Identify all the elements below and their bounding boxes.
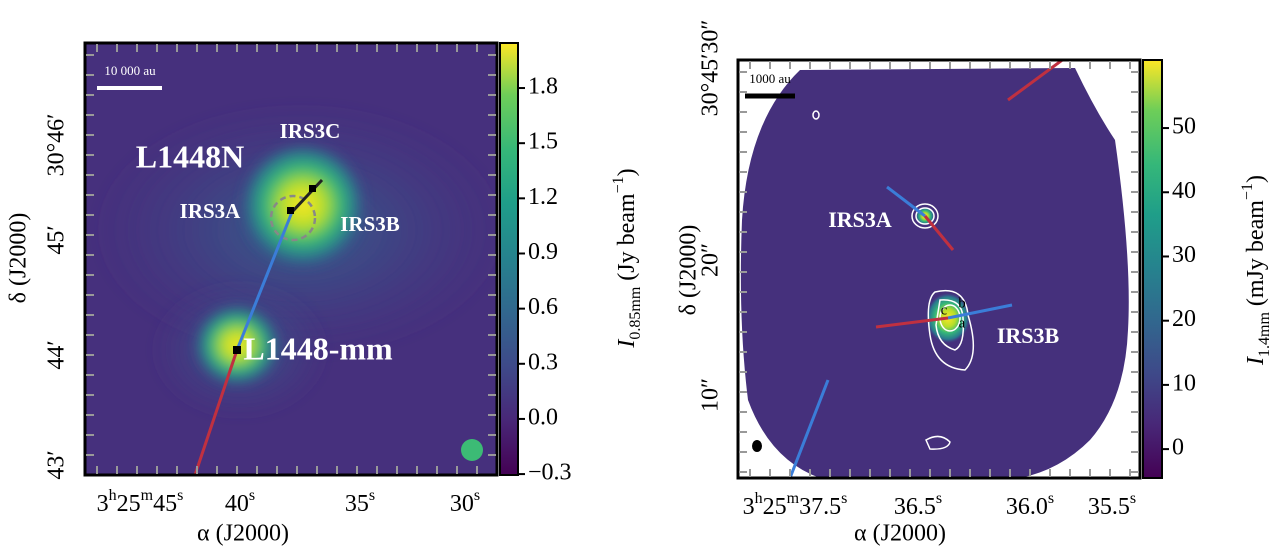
- annotation: IRS3A: [828, 207, 892, 232]
- colorbar-tick-label: 1.8: [528, 74, 558, 100]
- text-part: s: [474, 487, 480, 504]
- colorbar-tick-label: 40: [1172, 178, 1196, 204]
- scale-bar-label: 1000 au: [749, 71, 791, 86]
- text-part: 35.5: [1088, 494, 1130, 520]
- text-part: s: [936, 490, 942, 507]
- left-image: [85, 43, 497, 475]
- x-tick-label: 36.5s: [894, 490, 942, 519]
- annotation: b: [958, 295, 966, 311]
- text-part: 1.4mm: [1256, 312, 1273, 357]
- colorbar-tick-label: 0: [1172, 435, 1184, 461]
- colorbar-label: I0.85mm (Jy beam−1): [610, 168, 644, 348]
- text-part: 35: [345, 491, 369, 517]
- text-part: m: [787, 490, 800, 507]
- text-part: ): [614, 168, 640, 176]
- annotation: L1448-mm: [243, 330, 393, 366]
- y-tick-label: 44′: [44, 340, 70, 369]
- x-tick-label: 36.0s: [1006, 490, 1054, 519]
- y-tick-label: 20″: [698, 243, 724, 277]
- text-part: I: [1243, 356, 1269, 366]
- text-part: I: [614, 339, 640, 349]
- x-tick-label: 30s: [450, 487, 480, 516]
- x-tick-label: 3h25m37.5s: [743, 490, 848, 519]
- text-part: 3: [97, 491, 109, 517]
- text-part: 45: [153, 491, 177, 517]
- text-part: s: [1048, 490, 1054, 507]
- colorbar-tick-label: 20: [1172, 306, 1196, 332]
- colorbar-tick-label: 0.9: [528, 239, 558, 265]
- y-tick-label: 45′: [44, 225, 70, 254]
- x-tick-label: 3h25m45s: [97, 487, 184, 516]
- right-frame: [736, 58, 1142, 480]
- colorbar-tick-label: 0.3: [528, 349, 558, 375]
- text-part: 36.5: [894, 494, 936, 520]
- annotation: L1448N: [136, 138, 244, 174]
- text-part: s: [369, 487, 375, 504]
- y-tick-label: 43′: [44, 450, 70, 479]
- text-part: (Jy beam: [614, 193, 640, 287]
- annotation: IRS3A: [180, 199, 242, 223]
- text-part: 40: [225, 491, 249, 517]
- text-part: ): [1243, 175, 1269, 183]
- text-part: s: [249, 487, 255, 504]
- colorbar-tick-label: 30: [1172, 242, 1196, 268]
- text-part: 25: [763, 494, 787, 520]
- annotation: IRS3C: [280, 119, 341, 143]
- text-part: s: [841, 490, 847, 507]
- text-part: h: [109, 487, 117, 504]
- text-part: (mJy beam: [1243, 200, 1269, 312]
- annotation: a: [959, 315, 966, 331]
- annotation: IRS3B: [340, 212, 400, 236]
- y-tick-label: 30°46′: [44, 114, 70, 177]
- text-part: h: [755, 490, 763, 507]
- text-part: 25: [117, 491, 141, 517]
- colorbar-tick-label: 10: [1172, 370, 1196, 396]
- scale-bar-label: 10 000 au: [104, 63, 156, 78]
- colorbar-tick-label: 1.5: [528, 129, 558, 155]
- x-tick-label: 40s: [225, 487, 255, 516]
- right-image: [738, 60, 1140, 478]
- y-axis-label: δ (J2000): [676, 225, 702, 316]
- x-axis-label: α (J2000): [197, 521, 289, 547]
- x-tick-label: 35.5s: [1088, 490, 1136, 519]
- colorbar-tick-label: 1.2: [528, 184, 558, 210]
- text-part: 3: [743, 494, 755, 520]
- annotation: IRS3B: [997, 323, 1060, 348]
- x-tick-label: 35s: [345, 487, 375, 516]
- colorbar-tick-label: 50: [1172, 114, 1196, 140]
- text-part: 0.85mm: [627, 286, 644, 339]
- left-colorbar: [499, 42, 519, 476]
- y-tick-label: 30°45′30″: [698, 20, 724, 117]
- colorbar-tick-label: −0.3: [528, 460, 572, 486]
- colorbar-tick-label: 0.6: [528, 294, 558, 320]
- colorbar-label: I1.4mm (mJy beam−1): [1239, 175, 1273, 366]
- x-axis-label: α (J2000): [854, 521, 946, 547]
- text-part: s: [1130, 490, 1136, 507]
- y-tick-label: 10″: [698, 378, 724, 412]
- text-part: 37.5: [799, 494, 841, 520]
- y-axis-label: δ (J2000): [6, 213, 32, 304]
- text-part: 36.0: [1006, 494, 1048, 520]
- annotation: c: [941, 302, 948, 318]
- right-colorbar: [1142, 59, 1163, 479]
- text-part: −1: [1239, 183, 1256, 200]
- colorbar-tick-label: 0.0: [528, 404, 558, 430]
- left-frame: [83, 41, 499, 477]
- text-part: s: [177, 487, 183, 504]
- text-part: m: [141, 487, 154, 504]
- text-part: 30: [450, 491, 474, 517]
- text-part: −1: [610, 176, 627, 193]
